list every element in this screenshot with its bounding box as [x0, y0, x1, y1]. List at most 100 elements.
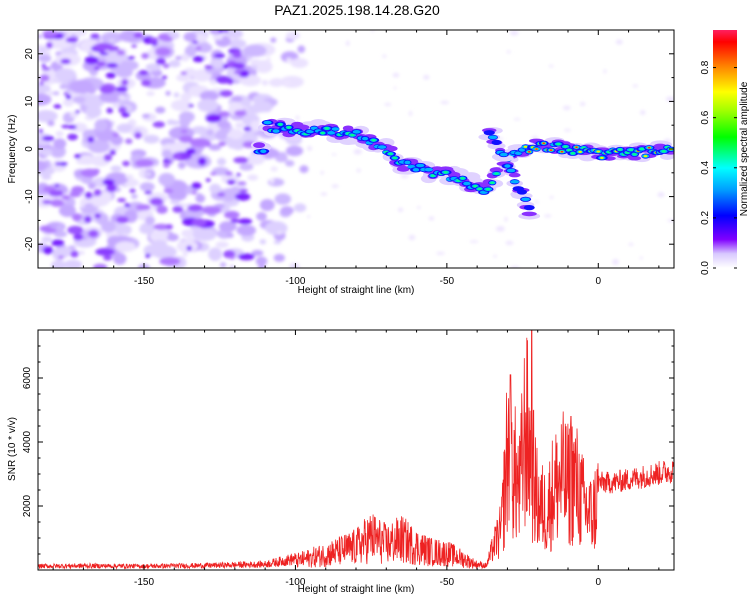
spectrogram-noise-blob-dense: [223, 210, 240, 219]
spectrogram-noise-blob-dense: [41, 63, 46, 67]
spectrogram-noise-blob: [87, 182, 96, 190]
spectrogram-noise-blob: [50, 260, 67, 268]
spectrogram-noise-blob: [228, 39, 247, 49]
spectrogram-noise-blob: [48, 91, 55, 96]
spectrogram-ridge-inner: [272, 129, 280, 133]
spectrogram-ridge-core: [485, 187, 491, 191]
spectrogram-ridge-core: [473, 184, 478, 188]
spectrogram-noise-blob: [58, 204, 76, 217]
spectrogram-sparse-blob: [397, 207, 404, 213]
spectrogram-ridge-halo: [493, 154, 514, 162]
spectrogram-ridge-mid: [491, 139, 502, 145]
spectrogram-ridge-peak: [535, 148, 538, 150]
spectrogram-noise-blob-dense: [67, 133, 78, 141]
spectrogram-noise-blob-dense: [121, 79, 129, 86]
spectrogram-noise-blob-dense: [202, 206, 222, 215]
spectrogram-noise-blob-dense: [73, 233, 84, 241]
spectrogram-noise-blob-dense: [218, 111, 230, 117]
spectrogram-sparse-blob: [400, 174, 409, 179]
spectrogram-noise-blob: [145, 216, 156, 225]
spectrogram-noise-blob-dense: [229, 255, 235, 260]
spectrogram-noise-blob: [116, 123, 134, 134]
spectrogram-noise-blob: [280, 206, 294, 216]
spectrogram-noise-blob: [158, 172, 176, 186]
snr-y-tick-label: 6000: [22, 366, 33, 389]
spectrogram-noise-blob: [259, 239, 267, 245]
spectrogram-sparse-blob: [306, 145, 313, 151]
spectrogram-noise-blob-dense: [219, 89, 233, 97]
spectrogram-ridge-halo: [487, 142, 506, 150]
spectrogram-noise-blob-dense: [116, 49, 126, 56]
spectrogram-noise-blob: [218, 221, 237, 233]
spectrogram-noise-blob: [59, 84, 67, 90]
spectrogram-noise-blob-dense: [103, 154, 113, 162]
spectrogram-noise-blob-dense: [165, 224, 173, 230]
spectrogram-noise-blob-dense: [155, 47, 171, 56]
spectrogram-noise-blob-dense: [187, 204, 203, 212]
spectrogram-noise-blob: [145, 63, 162, 72]
spectrogram-noise-blob-dense: [135, 204, 151, 211]
spectrogram-noise-blob-dense: [141, 52, 150, 59]
spectrogram-ridge-inner: [404, 160, 411, 165]
spectrogram-ridge-hot: [578, 150, 582, 153]
spectrogram-noise-blob-dense: [238, 253, 255, 261]
spectrogram-sparse-blob: [270, 166, 278, 172]
spectrogram-ridge-mid: [483, 130, 495, 136]
spectrogram-sparse-blob: [495, 225, 505, 232]
spectrogram-ridge-core: [628, 148, 634, 152]
spectrogram-noise-blob-dense: [216, 192, 226, 197]
spectrogram-sparse-blob: [562, 105, 571, 111]
spectrogram-noise-blob: [228, 128, 244, 140]
spectrogram-ridge-inner: [514, 151, 522, 156]
spectrogram-noise-blob-dense: [180, 71, 188, 75]
spectrogram-noise-blob-dense: [237, 181, 247, 186]
spectrogram-noise-blob-dense: [155, 57, 166, 65]
spectrogram-noise-blob-dense: [188, 104, 194, 108]
spectrogram-noise-blob-dense: [191, 182, 202, 190]
spectrogram-noise-blob-dense: [106, 45, 120, 52]
spectrogram-noise-blob: [177, 161, 186, 169]
spectrogram-noise-blob: [184, 45, 197, 58]
spectrogram-noise-blob: [175, 55, 182, 60]
spectrogram-ridge-inner: [331, 127, 340, 131]
spectrogram-noise-blob: [197, 98, 219, 113]
spectrogram-noise-blob-dense: [124, 203, 131, 208]
spectrogram-noise-blob-dense: [191, 218, 207, 227]
spectrogram-ridge-core: [320, 131, 325, 135]
spectrogram-noise-blob-dense: [74, 154, 81, 159]
spectrogram-noise-blob-dense: [129, 188, 136, 194]
snr-x-tick-label: 0: [596, 577, 602, 588]
spectrogram-sparse-blob: [640, 110, 646, 116]
spectrogram-noise-blob-dense: [127, 56, 135, 60]
spectrogram-noise-blob: [264, 221, 288, 236]
spectrogram-sparse-blob: [436, 251, 445, 255]
spectrogram-noise-blob-dense: [84, 56, 99, 65]
spectrogram-sparse-blob: [393, 86, 397, 90]
spectrogram-noise-blob-dense: [51, 239, 65, 247]
spectrogram-noise-blob: [270, 37, 277, 43]
spectrogram-noise-blob-dense: [106, 107, 114, 114]
spectrogram-noise-blob-dense: [138, 70, 149, 76]
spectrogram-noise-blob: [226, 30, 243, 39]
spectrogram-noise-blob: [53, 138, 67, 149]
spectrogram-sparse-blob: [493, 254, 497, 258]
spectrogram-ridge-peak: [647, 146, 651, 149]
spectrogram-ridge-hot: [643, 155, 648, 158]
spectrogram-sparse-blob: [549, 195, 554, 199]
spectrogram-noise-blob-dense: [50, 199, 64, 207]
spectrogram-sparse-blob: [384, 103, 392, 106]
spectrogram-sparse-blob: [548, 64, 554, 68]
spectrogram-ridge-core: [371, 138, 376, 142]
spectrogram-noise-blob: [255, 256, 268, 266]
spectrogram-noise-blob-dense: [88, 229, 99, 238]
spectrogram-noise-blob-dense: [42, 135, 55, 142]
spectrogram-sparse-blob: [628, 243, 634, 246]
snr-y-tick-label: 2000: [22, 494, 33, 517]
spectrogram-noise-blob-dense: [57, 255, 64, 260]
snr-x-axis-label: Height of straight line (km): [298, 584, 415, 595]
spectrogram-noise-blob: [259, 198, 275, 211]
spectrogram-noise-blob-dense: [133, 132, 143, 139]
spectrogram-ridge-outer: [508, 172, 521, 178]
spectrogram-noise-blob-dense: [39, 74, 50, 82]
